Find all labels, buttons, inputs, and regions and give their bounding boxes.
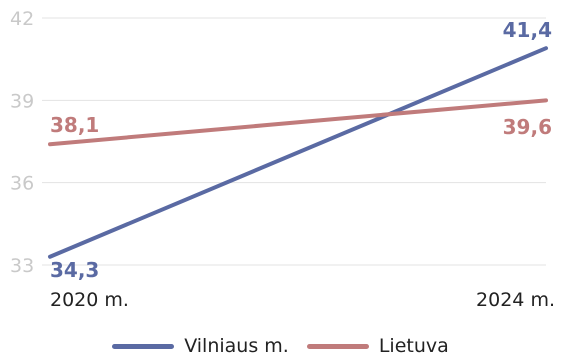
line-chart: 33 36 39 42 2020 m. 2024 m. 34,3 41,4 38,1 39,6 bbox=[0, 0, 561, 330]
x-tick-0: 2020 m. bbox=[50, 289, 129, 311]
legend: Vilniaus m. Lietuva bbox=[0, 334, 561, 358]
legend-item-vilniaus: Vilniaus m. bbox=[112, 335, 289, 357]
legend-swatch-lietuva bbox=[307, 344, 369, 349]
x-axis-ticks: 2020 m. 2024 m. bbox=[50, 289, 555, 311]
data-label-0-1: 41,4 bbox=[503, 18, 552, 42]
y-axis-ticks: 33 36 39 42 bbox=[10, 8, 34, 277]
x-tick-1: 2024 m. bbox=[476, 289, 555, 311]
legend-swatch-vilniaus bbox=[112, 344, 174, 349]
data-label-1-1: 39,6 bbox=[503, 115, 552, 139]
y-tick-42: 42 bbox=[10, 8, 34, 30]
data-label-0-0: 34,3 bbox=[50, 258, 99, 282]
legend-label-lietuva: Lietuva bbox=[379, 335, 449, 357]
series-line-0 bbox=[50, 48, 546, 257]
y-tick-33: 33 bbox=[10, 255, 34, 277]
legend-label-vilniaus: Vilniaus m. bbox=[184, 335, 289, 357]
data-label-1-0: 38,1 bbox=[50, 113, 99, 137]
y-tick-36: 36 bbox=[10, 173, 34, 195]
y-tick-39: 39 bbox=[10, 90, 34, 112]
series-lines bbox=[50, 48, 546, 257]
legend-item-lietuva: Lietuva bbox=[307, 335, 449, 357]
series-line-1 bbox=[50, 100, 546, 144]
